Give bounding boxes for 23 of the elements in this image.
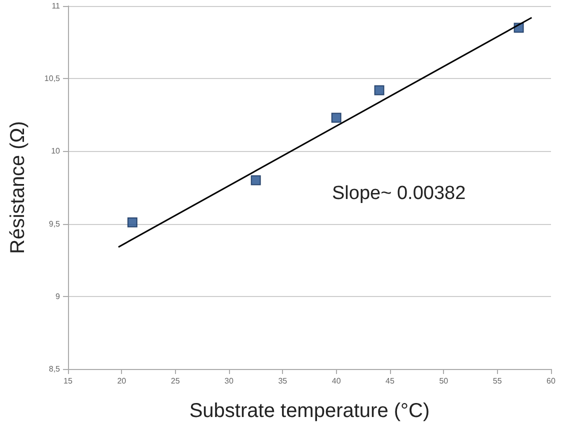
y-tick-label: 9 — [56, 292, 61, 301]
point — [331, 112, 342, 123]
x-tick-label: 45 — [386, 376, 395, 386]
x-tick-label: 30 — [224, 376, 234, 386]
x-tick-label: 55 — [492, 376, 502, 386]
y-tick-label: 11 — [52, 2, 61, 10]
annotation: Slope~ 0.00382 — [332, 183, 466, 204]
point — [374, 85, 384, 96]
y-tick-label: 10,5 — [44, 74, 61, 84]
point — [250, 175, 261, 186]
y-axis-title: Résistance (Ω) — [7, 121, 29, 254]
x-axis-title: Substrate temperature (°C) — [189, 400, 430, 422]
x-tick-label: 50 — [439, 376, 449, 386]
x-tick-label: 60 — [546, 376, 556, 386]
x-tick-label: 20 — [117, 376, 127, 386]
y-tick-label: 8,5 — [48, 364, 61, 374]
x-tick-label: 15 — [64, 376, 73, 386]
x-tick-label: 35 — [278, 376, 288, 386]
x-tick-label: 25 — [170, 376, 180, 386]
y-tick-label: 10 — [51, 146, 61, 156]
x-tick-label: 40 — [332, 376, 342, 386]
y-tick-label: 9,5 — [48, 219, 61, 228]
point — [127, 217, 138, 228]
